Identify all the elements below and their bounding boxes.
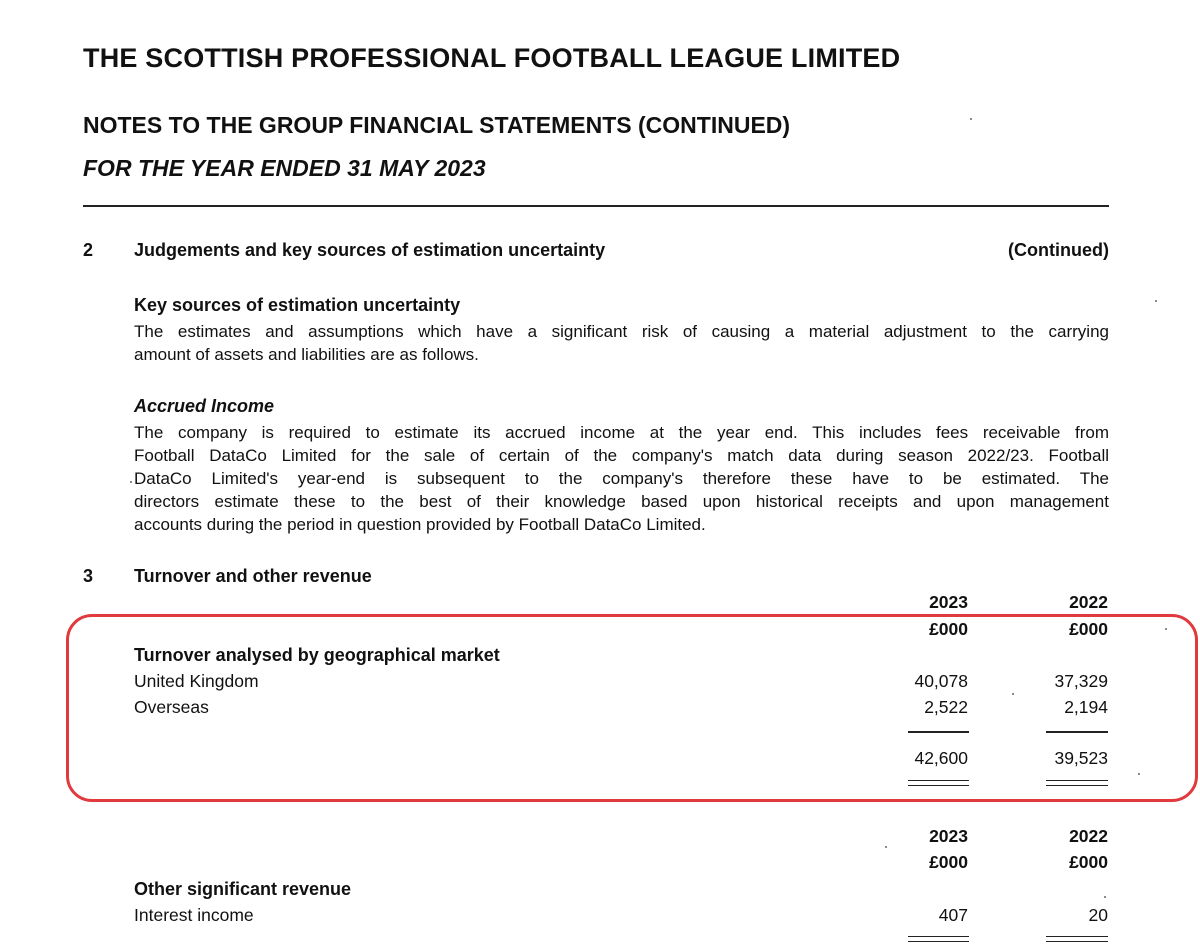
scan-speck [130, 481, 132, 483]
scan-speck [885, 846, 887, 848]
scan-speck [1155, 300, 1157, 302]
table2-year-2022: 2022 [1069, 826, 1108, 846]
period-title: FOR THE YEAR ENDED 31 MAY 2023 [83, 155, 486, 181]
accrued-income-line: The company is required to estimate its … [134, 423, 1109, 442]
table1-row-label: United Kingdom [134, 671, 259, 691]
table2-unit-2022: £000 [1069, 852, 1108, 872]
total-double-rule [1046, 936, 1108, 942]
table1-year-2023: 2023 [929, 592, 968, 612]
accrued-income-line: accounts during the period in question p… [134, 515, 706, 534]
accrued-income-paragraph: The company is required to estimate its … [134, 421, 1109, 536]
table1-cell: 37,329 [1054, 671, 1108, 691]
table1-heading: Turnover analysed by geographical market [134, 645, 500, 665]
table1-row-label: Overseas [134, 697, 209, 717]
highlight-box [66, 614, 1198, 802]
scan-speck [1138, 773, 1140, 775]
subtotal-rule [1046, 731, 1108, 733]
key-sources-line: amount of assets and liabilities are as … [134, 345, 479, 364]
key-sources-paragraph: The estimates and assumptions which have… [134, 320, 1109, 366]
scan-speck [1165, 628, 1167, 630]
accrued-income-line: directors estimate these to the best of … [134, 492, 1109, 511]
total-double-rule [908, 936, 969, 942]
notes-title: NOTES TO THE GROUP FINANCIAL STATEMENTS … [83, 112, 791, 138]
table1-total: 39,523 [1054, 748, 1108, 768]
table2-cell: 20 [1088, 905, 1108, 925]
scan-speck [970, 118, 972, 120]
total-double-rule [1046, 780, 1108, 786]
subtotal-rule [908, 731, 969, 733]
table2-year-2023: 2023 [929, 826, 968, 846]
accrued-income-heading: Accrued Income [134, 396, 275, 416]
table1-year-2022: 2022 [1069, 592, 1108, 612]
table2-unit-2023: £000 [929, 852, 968, 872]
table2-row-label: Interest income [134, 905, 254, 925]
table1-total: 42,600 [914, 748, 968, 768]
table1-unit-2022: £000 [1069, 619, 1108, 639]
table2-cell: 407 [938, 905, 968, 925]
key-sources-heading: Key sources of estimation uncertainty [134, 295, 461, 315]
table1-unit-2023: £000 [929, 619, 968, 639]
table1-cell: 2,522 [924, 697, 968, 717]
company-title: THE SCOTTISH PROFESSIONAL FOOTBALL LEAGU… [83, 43, 901, 73]
total-double-rule [908, 780, 969, 786]
note-3-heading: Turnover and other revenue [134, 566, 372, 586]
table1-cell: 2,194 [1064, 697, 1108, 717]
note-3-number: 3 [83, 566, 94, 586]
accrued-income-line: DataCo Limited's year-end is subsequent … [134, 469, 1109, 488]
header-rule [83, 205, 1109, 207]
note-2-heading: Judgements and key sources of estimation… [134, 240, 606, 260]
table2-heading: Other significant revenue [134, 879, 352, 899]
accrued-income-line: Football DataCo Limited for the sale of … [134, 446, 1109, 465]
key-sources-line: The estimates and assumptions which have… [134, 322, 1109, 341]
table1-cell: 40,078 [914, 671, 968, 691]
scan-speck [1012, 693, 1014, 695]
scan-speck [1104, 896, 1106, 898]
note-2-number: 2 [83, 240, 94, 260]
note-2-continued: (Continued) [1008, 240, 1109, 260]
